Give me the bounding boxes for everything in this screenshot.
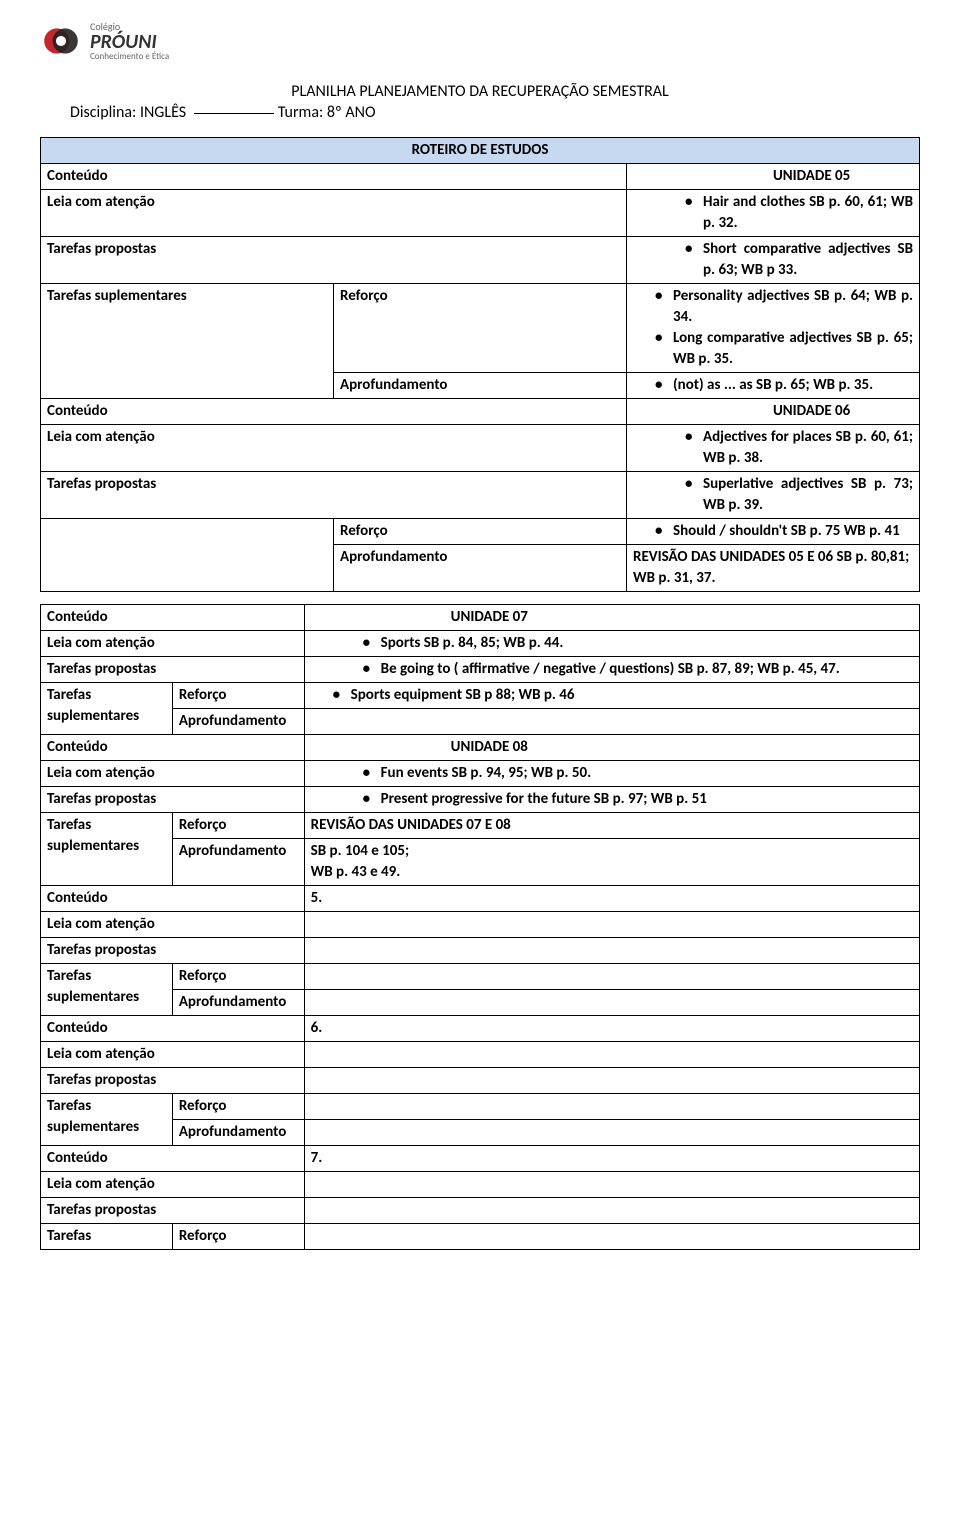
row-label: Conteúdo bbox=[41, 1146, 305, 1172]
row-label: Conteúdo bbox=[41, 399, 627, 425]
cell: UNIDADE 08 bbox=[304, 735, 919, 761]
class-label: Turma: bbox=[278, 103, 324, 122]
row-label: Reforço bbox=[172, 813, 304, 839]
row-label: Aprofundamento bbox=[172, 1120, 304, 1146]
cell: REVISÃO DAS UNIDADES 07 E 08 bbox=[304, 813, 919, 839]
row-label: Reforço bbox=[172, 1224, 304, 1250]
row-label: Conteúdo bbox=[41, 164, 627, 190]
row-label: Leia com atenção bbox=[41, 1172, 305, 1198]
row-label: Tarefas propostas bbox=[41, 472, 627, 519]
cell: Sports equipment SB p 88; WB p. 46 bbox=[304, 683, 919, 709]
row-label: Leia com atenção bbox=[41, 912, 305, 938]
table-header: ROTEIRO DE ESTUDOS bbox=[41, 138, 920, 164]
cell bbox=[304, 1094, 919, 1120]
cell bbox=[304, 1172, 919, 1198]
row-label: Reforço bbox=[172, 683, 304, 709]
cell: UNIDADE 05 bbox=[627, 164, 920, 190]
row-label: Aprofundamento bbox=[172, 709, 304, 735]
cell bbox=[304, 964, 919, 990]
cell: Be going to ( affirmative / negative / q… bbox=[304, 657, 919, 683]
cell bbox=[304, 1042, 919, 1068]
cell: Hair and clothes SB p. 60, 61; WB p. 32. bbox=[627, 190, 920, 237]
row-label: Reforço bbox=[172, 1094, 304, 1120]
row-label: Leia com atenção bbox=[41, 631, 305, 657]
cell: Fun events SB p. 94, 95; WB p. 50. bbox=[304, 761, 919, 787]
logo-brand: PRÓUNI bbox=[90, 32, 169, 52]
cell bbox=[304, 990, 919, 1016]
cell: Should / shouldn't SB p. 75 WB p. 41 bbox=[627, 519, 920, 545]
cell: 7. bbox=[304, 1146, 919, 1172]
class-value: 8º ANO bbox=[327, 103, 376, 122]
cell: Adjectives for places SB p. 60, 61; WB p… bbox=[627, 425, 920, 472]
row-label: Tarefas suplementares bbox=[41, 284, 334, 399]
cell bbox=[304, 709, 919, 735]
row-label: Tarefas propostas bbox=[41, 657, 305, 683]
row-label: Tarefas suplementares bbox=[41, 1094, 173, 1146]
study-table-1: ROTEIRO DE ESTUDOS Conteúdo UNIDADE 05 L… bbox=[40, 137, 920, 592]
cell bbox=[304, 1068, 919, 1094]
cell: Sports SB p. 84, 85; WB p. 44. bbox=[304, 631, 919, 657]
row-label: Tarefas suplementares bbox=[41, 813, 173, 886]
row-label: Leia com atenção bbox=[41, 1042, 305, 1068]
sub-header: Disciplina: INGLÊS Turma: 8º ANO bbox=[70, 103, 920, 122]
row-label: Tarefas propostas bbox=[41, 1068, 305, 1094]
row-label: Reforço bbox=[334, 519, 627, 545]
row-label: Leia com atenção bbox=[41, 190, 627, 237]
row-label: Aprofundamento bbox=[334, 545, 627, 592]
cell: 6. bbox=[304, 1016, 919, 1042]
cell: SB p. 104 e 105; WB p. 43 e 49. bbox=[304, 839, 919, 886]
blank-underline bbox=[194, 113, 274, 114]
row-label: Tarefas bbox=[41, 1224, 173, 1250]
cell: Present progressive for the future SB p.… bbox=[304, 787, 919, 813]
row-label: Leia com atenção bbox=[41, 761, 305, 787]
cell bbox=[304, 1198, 919, 1224]
logo-icon bbox=[40, 20, 82, 62]
cell bbox=[304, 938, 919, 964]
cell: Superlative adjectives SB p. 73; WB p. 3… bbox=[627, 472, 920, 519]
cell: Personality adjectives SB p. 64; WB p. 3… bbox=[627, 284, 920, 373]
page-title: PLANILHA PLANEJAMENTO DA RECUPERAÇÃO SEM… bbox=[40, 82, 920, 101]
discipline-value: INGLÊS bbox=[140, 103, 186, 122]
cell: (not) as ... as SB p. 65; WB p. 35. bbox=[627, 373, 920, 399]
logo-tagline: Conhecimento e Ética bbox=[90, 52, 169, 61]
cell bbox=[304, 1120, 919, 1146]
cell: UNIDADE 06 bbox=[627, 399, 920, 425]
row-label: Leia com atenção bbox=[41, 425, 627, 472]
study-table-2: Conteúdo UNIDADE 07 Leia com atenção Spo… bbox=[40, 604, 920, 1250]
row-label: Aprofundamento bbox=[172, 990, 304, 1016]
cell: REVISÃO DAS UNIDADES 05 E 06 SB p. 80,81… bbox=[627, 545, 920, 592]
row-label: Tarefas propostas bbox=[41, 787, 305, 813]
row-label: Aprofundamento bbox=[334, 373, 627, 399]
cell: 5. bbox=[304, 886, 919, 912]
row-label: Tarefas suplementares bbox=[41, 683, 173, 735]
row-label bbox=[41, 519, 334, 592]
row-label: Tarefas propostas bbox=[41, 1198, 305, 1224]
discipline-label: Disciplina: bbox=[70, 103, 136, 122]
cell: Short comparative adjectives SB p. 63; W… bbox=[627, 237, 920, 284]
logo: Colégio PRÓUNI Conhecimento e Ética bbox=[40, 20, 920, 62]
row-label: Tarefas propostas bbox=[41, 938, 305, 964]
row-label: Tarefas propostas bbox=[41, 237, 627, 284]
row-label: Aprofundamento bbox=[172, 839, 304, 886]
cell: UNIDADE 07 bbox=[304, 605, 919, 631]
row-label: Conteúdo bbox=[41, 605, 305, 631]
row-label: Conteúdo bbox=[41, 735, 305, 761]
row-label: Reforço bbox=[172, 964, 304, 990]
row-label: Reforço bbox=[334, 284, 627, 373]
cell bbox=[304, 912, 919, 938]
row-label: Conteúdo bbox=[41, 1016, 305, 1042]
row-label: Conteúdo bbox=[41, 886, 305, 912]
row-label: Tarefas suplementares bbox=[41, 964, 173, 1016]
cell bbox=[304, 1224, 919, 1250]
